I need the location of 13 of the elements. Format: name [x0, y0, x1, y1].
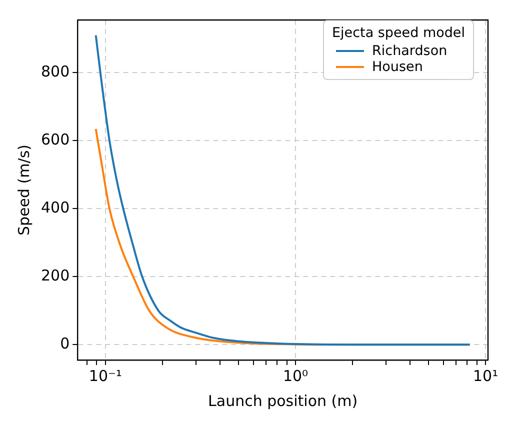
- legend-label: Richardson: [372, 43, 448, 59]
- y-tick-label: 600: [40, 130, 70, 148]
- legend-label: Housen: [372, 59, 423, 75]
- y-tick-label: 400: [40, 198, 70, 216]
- x-axis-title: Launch position (m): [208, 392, 358, 410]
- x-tick-label: 10¹: [473, 366, 498, 385]
- y-tick-label: 200: [40, 266, 70, 285]
- y-axis-title: Speed (m/s): [14, 144, 33, 236]
- y-tick-label: 0: [60, 334, 70, 353]
- legend-title: Ejecta speed model: [332, 25, 465, 41]
- x-tick-label: 10⁰: [282, 366, 308, 385]
- x-tick-label: 10⁻¹: [88, 366, 122, 385]
- y-tick-label: 800: [40, 62, 70, 80]
